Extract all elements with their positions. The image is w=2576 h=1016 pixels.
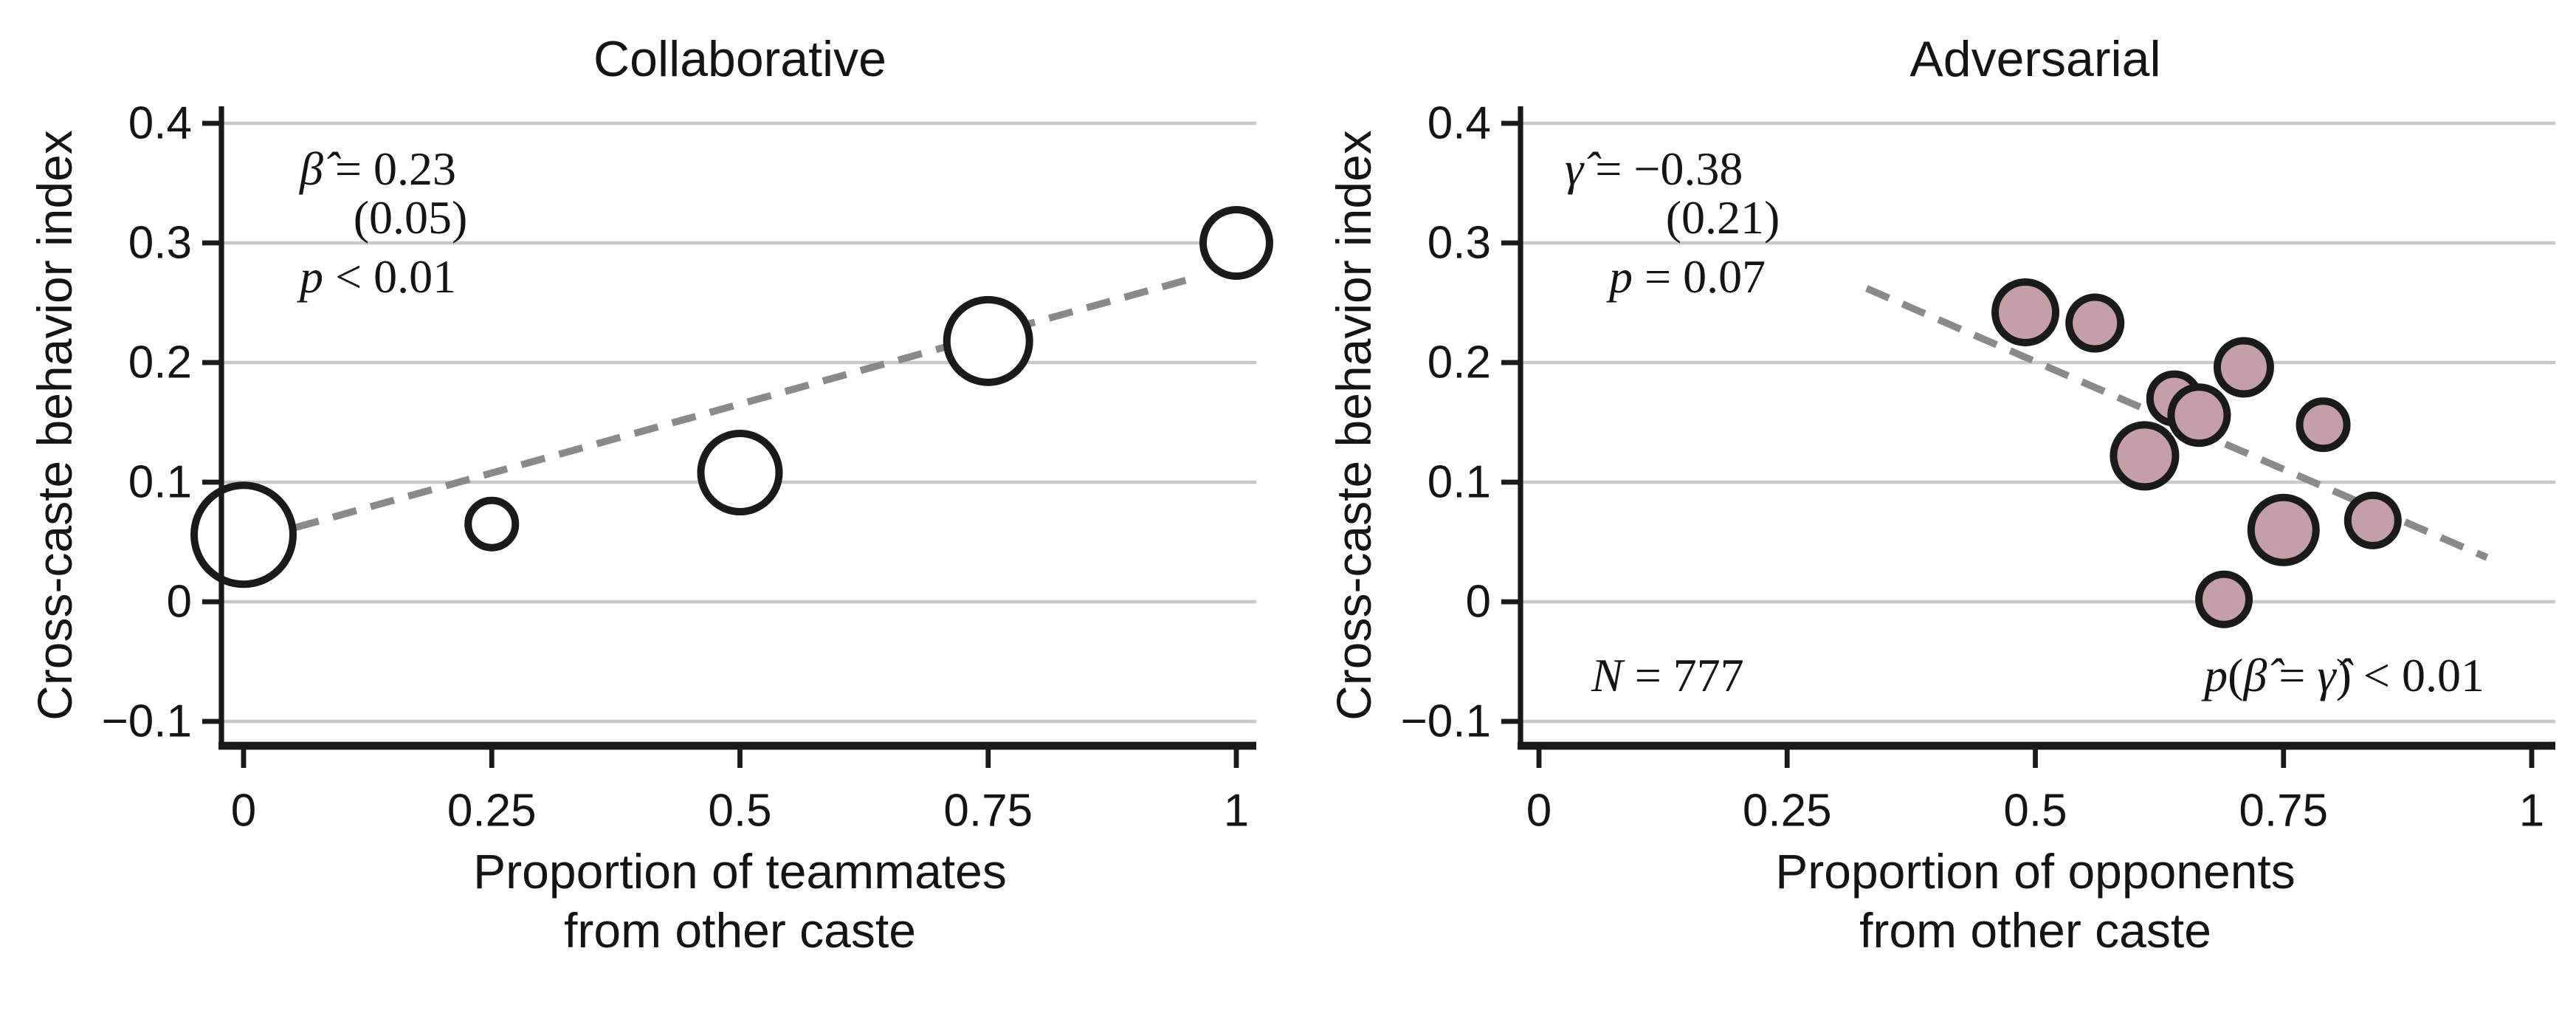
- y-tick-label: 0.2: [1428, 337, 1491, 388]
- y-tick-label: 0.3: [128, 218, 192, 269]
- stat-annotation-line-0: β̂ = 0.23: [298, 143, 456, 195]
- x-tick-label: 0.5: [708, 786, 771, 837]
- bubble-point-9: [2195, 570, 2253, 628]
- x-axis-label-line-1: from other caste: [564, 903, 916, 958]
- x-tick-label: 0.75: [943, 786, 1033, 837]
- bubble-point-4: [2213, 337, 2274, 398]
- stat-annotation-line-1: (0.21): [1666, 191, 1780, 244]
- x-tick-label: 0.75: [2239, 786, 2328, 837]
- x-tick-label: 1: [2519, 786, 2544, 837]
- panel-title: Collaborative: [593, 31, 886, 87]
- x-tick-label: 0.5: [2003, 786, 2067, 837]
- y-tick-label: −0.1: [1401, 696, 1491, 747]
- x-tick-label: 0: [1526, 786, 1552, 837]
- x-tick-label: 0: [231, 786, 256, 837]
- stat-annotation-line-1: (0.05): [354, 191, 468, 244]
- x-axis-label-line-0: Proportion of teammates: [473, 844, 1007, 899]
- bubble-point-2: [697, 430, 783, 516]
- panel-title: Adversarial: [1909, 31, 2160, 87]
- bubble-point-3: [943, 295, 1033, 386]
- bubble-point-3: [2167, 383, 2231, 447]
- y-tick-label: 0.1: [1428, 457, 1491, 508]
- y-tick-label: 0: [1466, 577, 1491, 628]
- bubble-point-7: [2247, 493, 2320, 566]
- bubble-point-6: [2296, 397, 2351, 453]
- y-tick-label: 0.1: [128, 457, 192, 508]
- x-axis-label-line-0: Proportion of opponents: [1775, 844, 2296, 899]
- note-p-equality: p(β̂ = γ̂) < 0.01: [2201, 649, 2484, 701]
- x-tick-label: 0.25: [447, 786, 537, 837]
- bubble-point-8: [2343, 491, 2402, 549]
- y-tick-label: 0.2: [128, 337, 192, 388]
- bubble-point-5: [2110, 421, 2180, 491]
- y-tick-label: 0.3: [1428, 218, 1491, 269]
- x-tick-label: 1: [1224, 786, 1249, 837]
- y-axis-label: Cross-caste behavior index: [27, 130, 82, 721]
- y-tick-label: −0.1: [102, 696, 192, 747]
- y-tick-label: 0.4: [128, 98, 192, 149]
- bubble-point-1: [464, 496, 520, 552]
- y-axis-label: Cross-caste behavior index: [1326, 130, 1381, 721]
- bubble-point-0: [190, 481, 297, 588]
- note-n-obs: N = 777: [1591, 649, 1744, 701]
- bubble-point-0: [1991, 278, 2060, 346]
- bubble-point-1: [2065, 293, 2125, 353]
- stat-annotation-line-2: p = 0.07: [1606, 250, 1766, 303]
- y-tick-label: 0: [167, 577, 192, 628]
- bubble-point-4: [1199, 206, 1273, 280]
- y-tick-label: 0.4: [1428, 98, 1491, 149]
- x-tick-label: 0.25: [1743, 786, 1832, 837]
- x-axis-label-line-1: from other caste: [1859, 903, 2211, 958]
- stat-annotation-line-2: p < 0.01: [297, 250, 456, 303]
- stat-annotation-line-0: γ̂ = −0.38: [1565, 143, 1743, 195]
